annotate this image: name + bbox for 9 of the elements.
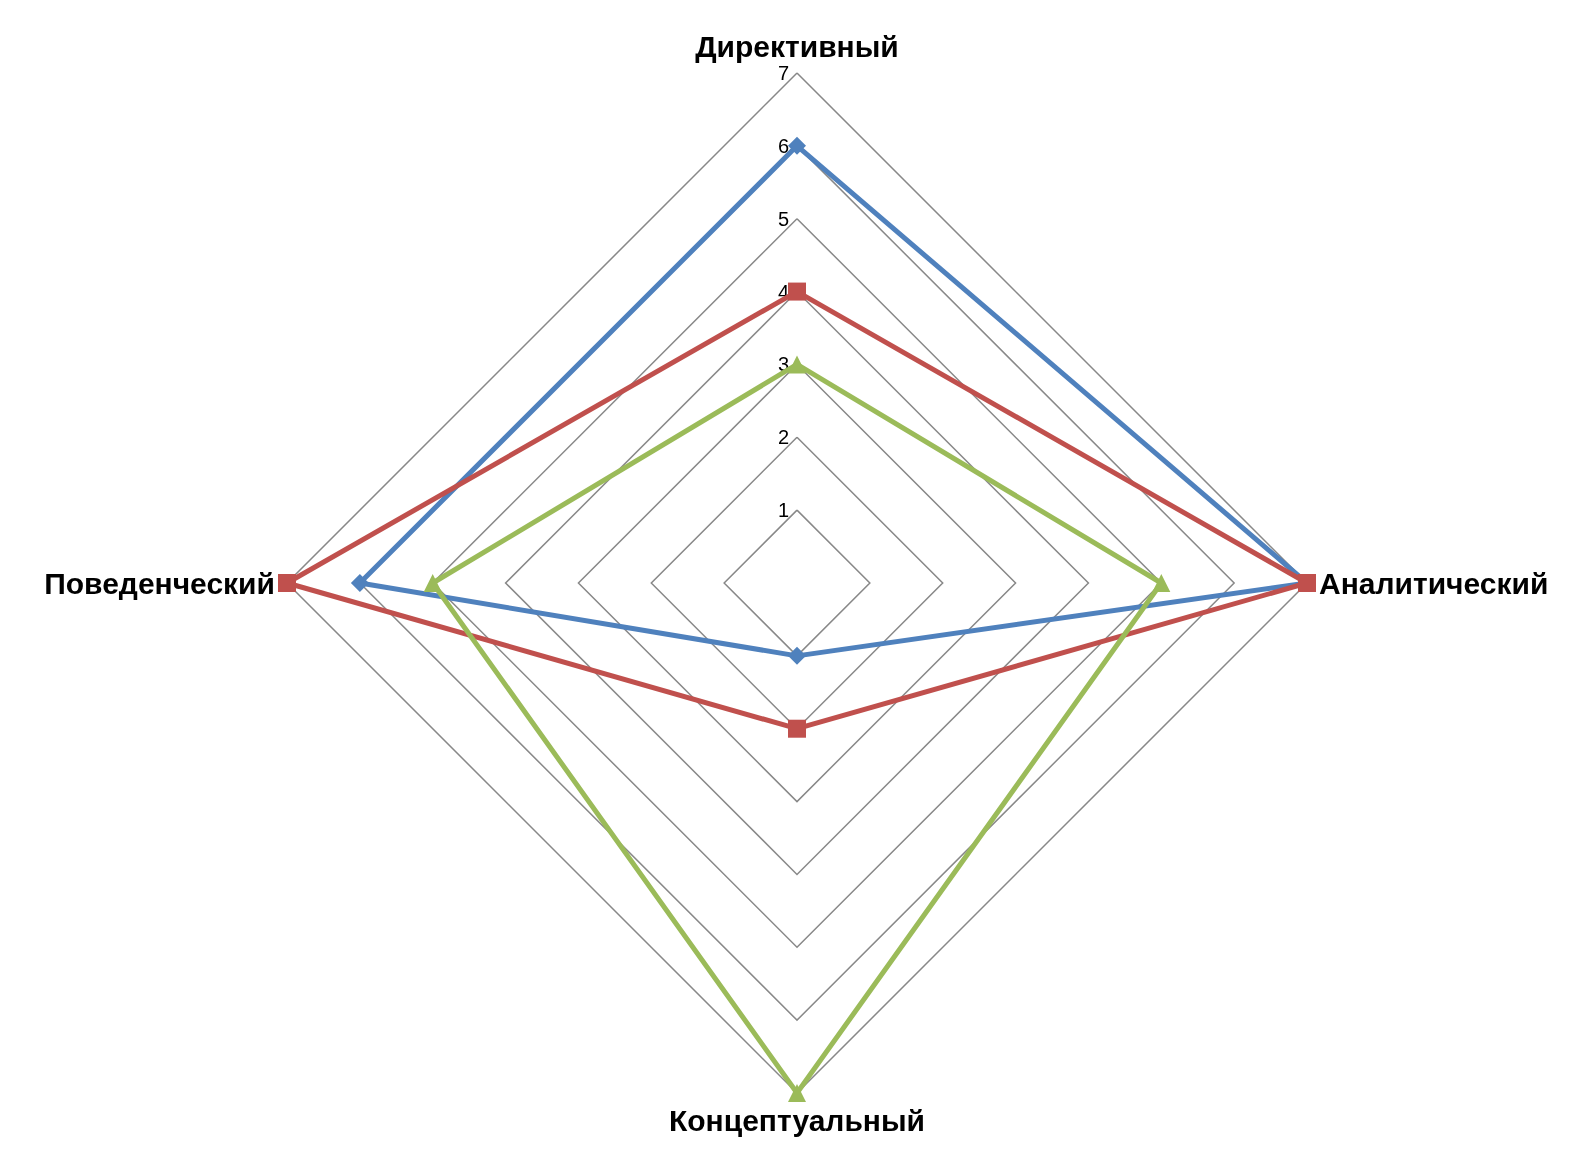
spoke-label: Поведенческий: [44, 566, 275, 600]
spoke-label: Концептуальный: [668, 1103, 926, 1137]
y-tick-label: 5: [777, 207, 789, 230]
y-tick-label: 1: [777, 499, 789, 522]
y-tick-label: 2: [777, 426, 789, 449]
y-tick-label: 7: [777, 62, 789, 84]
y-tick-label: 6: [777, 134, 789, 157]
spoke-label: Аналитический: [1319, 566, 1549, 600]
spoke-label: Директивный: [695, 29, 899, 63]
